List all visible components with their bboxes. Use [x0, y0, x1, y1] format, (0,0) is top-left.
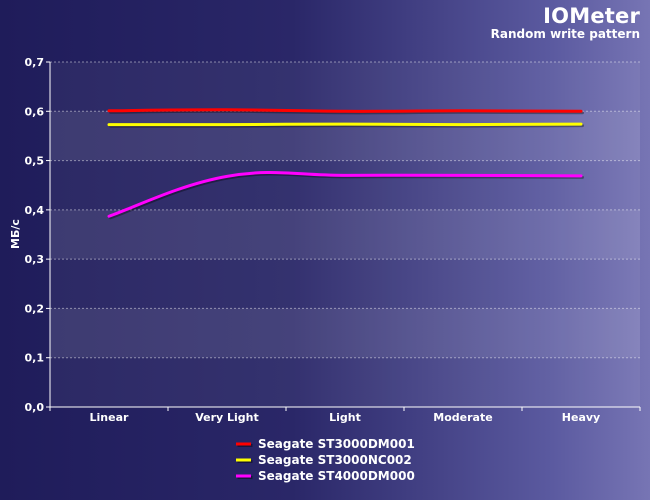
series-line-0 — [107, 108, 583, 113]
legend: Seagate ST3000DM001 Seagate ST3000NC002 Se… — [236, 437, 415, 483]
x-tick-label: Heavy — [562, 411, 600, 424]
chart-title: IOMeter — [543, 4, 640, 28]
plot-band-6 — [50, 62, 640, 112]
plot-band-0 — [50, 357, 640, 407]
legend-label: Seagate ST3000DM001 — [258, 437, 415, 451]
x-tick-label: Very Light — [195, 411, 259, 424]
y-axis-label: МБ/с — [9, 219, 22, 249]
x-tick-label: Moderate — [433, 411, 492, 424]
legend-label: Seagate ST4000DM000 — [258, 469, 415, 483]
y-tick-label: 0,2 — [25, 302, 45, 315]
y-tick-label: 0,1 — [25, 352, 45, 365]
series-lines — [107, 108, 584, 220]
plot-band-4 — [50, 160, 640, 210]
plot-band-2 — [50, 259, 640, 309]
y-tick-label: 0,4 — [25, 204, 45, 217]
y-tick-label: 0,7 — [25, 56, 45, 69]
x-tick-labels: Linear Very Light Light Moderate Heavy — [90, 411, 601, 424]
plot-band-1 — [50, 308, 640, 358]
x-tick-label: Linear — [90, 411, 129, 424]
y-tick-label: 0,6 — [25, 105, 45, 118]
legend-label: Seagate ST3000NC002 — [258, 453, 412, 467]
chart-subtitle: Random write pattern — [490, 27, 640, 41]
x-tick-label: Light — [329, 411, 361, 424]
plot-band-3 — [50, 209, 640, 260]
y-tick-labels: 0,0 0,1 0,2 0,3 0,4 0,5 0,6 0,7 — [25, 56, 45, 414]
plot-band-5 — [50, 111, 640, 161]
axes — [46, 61, 641, 411]
y-tick-label: 0,0 — [25, 401, 45, 414]
y-tick-label: 0,5 — [25, 155, 45, 168]
y-tick-label: 0,3 — [25, 253, 45, 266]
